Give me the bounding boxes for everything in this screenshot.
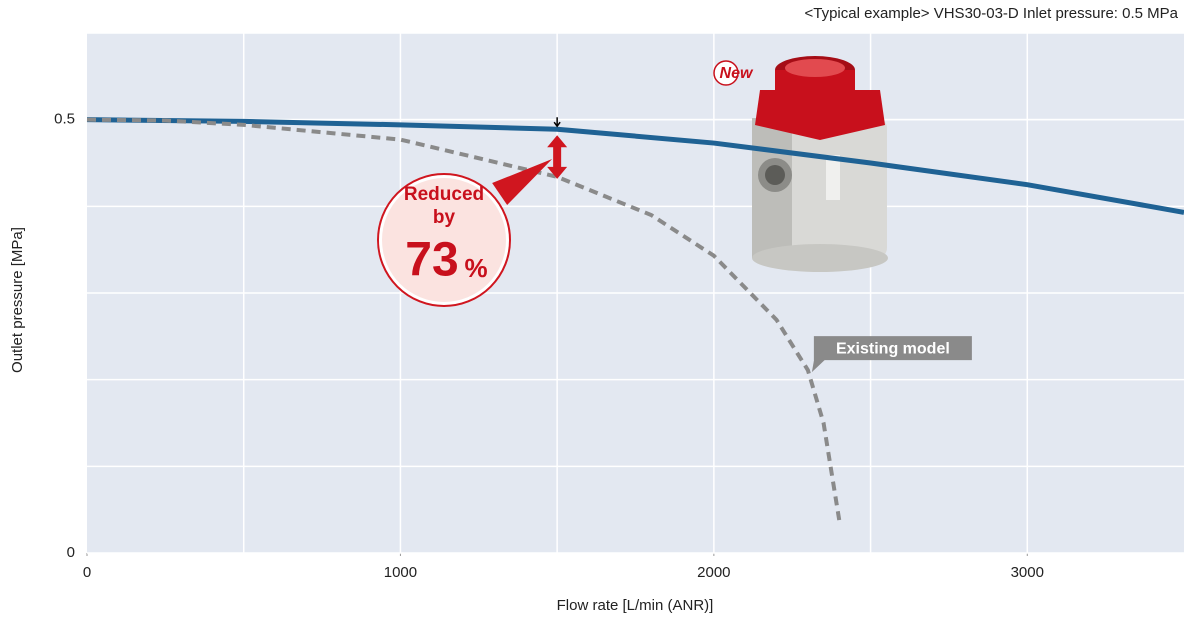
series-line xyxy=(86,117,1184,215)
badge-value: 73 xyxy=(405,234,458,287)
double-arrow xyxy=(547,135,568,179)
arrow-small xyxy=(553,117,561,128)
new-tag-circle xyxy=(713,60,739,86)
new-tag: New xyxy=(720,65,754,82)
series-line xyxy=(86,117,842,521)
x-tick-label: 0 xyxy=(83,564,91,581)
product-part xyxy=(765,165,785,185)
y-tick-label: 0.5 xyxy=(54,111,75,128)
badge-text: Reduced xyxy=(404,184,484,205)
series-label-bg xyxy=(813,336,972,361)
badge-inner xyxy=(382,178,506,302)
y-tick-label: 0 xyxy=(67,544,75,561)
plot: 0 1000 2000 3000 0 0.5 New Existing model Reduce… xyxy=(54,32,1184,581)
x-tick-label: 2000 xyxy=(697,564,730,581)
chart-subtitle: <Typical example> VHS30-03-D Inlet press… xyxy=(804,5,1178,22)
y-axis-title: Outlet pressure [MPa] xyxy=(9,227,26,373)
x-tick-label: 1000 xyxy=(384,564,417,581)
x-tick-label: 3000 xyxy=(1011,564,1044,581)
x-axis-title: Flow rate [L/min (ANR)] xyxy=(557,597,714,614)
product-part xyxy=(755,90,885,140)
badge-text: by xyxy=(433,207,456,228)
product-part xyxy=(826,155,840,200)
badge-pointer xyxy=(492,159,553,206)
legend-label: Existing model xyxy=(836,340,950,357)
product-part xyxy=(752,244,888,272)
badge-unit: % xyxy=(464,253,487,283)
product-part xyxy=(785,59,845,77)
